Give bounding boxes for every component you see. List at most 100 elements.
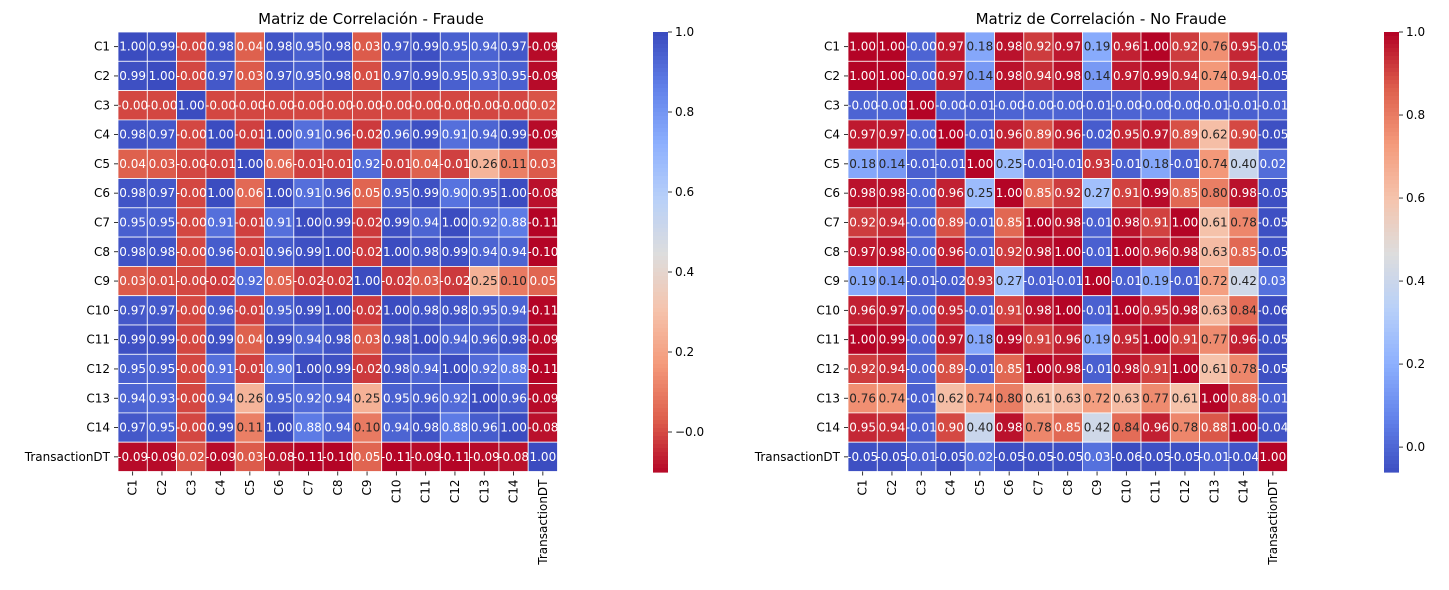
heatmap-cell <box>146 383 178 414</box>
cell-value-label: 0.92 <box>442 391 469 405</box>
cell-value-label: 0.92 <box>354 157 381 171</box>
cell-value-label: 1.00 <box>500 421 527 435</box>
colorbar-segment <box>1384 144 1399 149</box>
cell-value-label: 0.25 <box>996 157 1023 171</box>
heatmap-cell <box>410 353 441 384</box>
cell-value-label: 0.96 <box>849 303 876 317</box>
cell-value-label: 0.95 <box>471 186 498 200</box>
cell-value-label: -0.01 <box>1082 303 1113 317</box>
heatmap-cell <box>1111 265 1142 297</box>
cell-value-label: 0.63 <box>1113 391 1140 405</box>
cell-value-label: 1.00 <box>1113 303 1140 317</box>
cell-value-label: 0.96 <box>937 186 964 200</box>
x-tick-label: TransactionDT <box>1266 479 1280 566</box>
colorbar-segment <box>653 96 668 101</box>
cell-value-label: 0.98 <box>324 69 351 83</box>
heatmap-cell <box>439 90 470 121</box>
y-tick-label: C3 <box>824 98 840 112</box>
heatmap-cell <box>293 265 324 297</box>
heatmap-cell <box>293 148 324 179</box>
colorbar-segment <box>1384 184 1399 189</box>
heatmap-cell <box>906 324 937 355</box>
colorbar-segment <box>1384 280 1399 285</box>
heatmap-cell <box>1257 207 1288 238</box>
heatmap-cell <box>176 295 207 326</box>
colorbar-segment <box>653 208 668 213</box>
chart-title-no-fraude: Matriz de Correlación - No Fraude <box>976 10 1227 28</box>
colorbar-segment <box>1384 284 1399 289</box>
cell-value-label: -0.11 <box>527 215 558 229</box>
cell-value-label: 0.98 <box>119 128 146 142</box>
cell-value-label: -0.01 <box>234 215 265 229</box>
heatmap-cell <box>1199 265 1230 297</box>
cell-value-label: 1.00 <box>207 128 234 142</box>
cell-value-label: 0.92 <box>1054 186 1081 200</box>
colorbar-segment <box>653 240 668 245</box>
cell-value-label: -0.01 <box>1023 157 1054 171</box>
heatmap-cell <box>935 119 966 150</box>
cell-value-label: -0.00 <box>906 128 937 142</box>
colorbar-segment <box>1384 396 1399 401</box>
heatmap-cell <box>351 148 383 179</box>
heatmap-cell <box>146 178 178 209</box>
heatmap-cell <box>264 60 295 91</box>
cell-value-label: -0.01 <box>1111 274 1142 288</box>
cell-value-label: 0.05 <box>266 274 293 288</box>
heatmap-cell <box>293 207 324 238</box>
heatmap-cell <box>1023 60 1054 91</box>
colorbar-segment <box>1384 60 1399 65</box>
cell-value-label: -0.01 <box>1023 274 1054 288</box>
colorbar-segment <box>653 436 668 441</box>
colorbar-segment <box>653 408 668 413</box>
heatmap-cell <box>1111 441 1142 472</box>
cell-value-label: 0.98 <box>996 40 1023 54</box>
x-tick-label: C7 <box>301 480 315 496</box>
heatmap-cell <box>1082 178 1113 209</box>
colorbar-segment <box>1384 188 1399 193</box>
x-tick-label: C9 <box>360 480 374 496</box>
cell-value-label: -0.01 <box>234 128 265 142</box>
colorbar-segment <box>653 420 668 425</box>
colorbar-segment <box>1384 148 1399 153</box>
x-tick-label: C4 <box>214 480 228 496</box>
heatmap-cell <box>935 178 966 209</box>
y-tick-label: C8 <box>824 245 840 259</box>
heatmap-cell <box>1052 383 1083 414</box>
cell-value-label: 0.03 <box>236 450 263 464</box>
colorbar-segment <box>653 372 668 377</box>
cell-value-label: 0.05 <box>529 274 556 288</box>
cell-value-label: 0.04 <box>119 157 146 171</box>
cell-value-label: 0.62 <box>937 391 964 405</box>
colorbar-segment <box>1384 228 1399 233</box>
cell-value-label: 0.99 <box>500 128 527 142</box>
heatmap-cell <box>847 207 878 238</box>
heatmap-cell <box>1052 178 1083 209</box>
colorbar-segment <box>653 428 668 433</box>
cell-value-label: 0.72 <box>1084 391 1111 405</box>
heatmap-cell <box>964 119 995 150</box>
colorbar-segment <box>653 352 668 357</box>
heatmap-cell <box>906 353 937 384</box>
colorbar-segment <box>1384 216 1399 221</box>
cell-value-label: -0.00 <box>176 274 207 288</box>
cell-value-label: 0.85 <box>1025 186 1052 200</box>
cell-value-label: 1.00 <box>324 303 351 317</box>
heatmap-cell <box>381 295 412 326</box>
colorbar-segment <box>653 328 668 333</box>
heatmap-cell <box>1228 353 1259 384</box>
cell-value-label: 1.00 <box>442 362 469 376</box>
colorbar-segment <box>1384 300 1399 305</box>
cell-value-label: 1.00 <box>119 40 146 54</box>
colorbar-segment <box>1384 340 1399 345</box>
colorbar-segment <box>653 88 668 93</box>
heatmap-cell <box>351 383 383 414</box>
cell-value-label: -0.05 <box>1257 333 1288 347</box>
colorbar-segment <box>1384 236 1399 241</box>
colorbar-segment <box>1384 444 1399 449</box>
heatmap-cell <box>439 265 470 297</box>
heatmap-cell <box>439 324 470 355</box>
cell-value-label: 0.85 <box>1230 245 1257 259</box>
cell-value-label: -0.05 <box>1257 215 1288 229</box>
colorbar-segment <box>653 196 668 201</box>
cell-value-label: -0.05 <box>1257 128 1288 142</box>
